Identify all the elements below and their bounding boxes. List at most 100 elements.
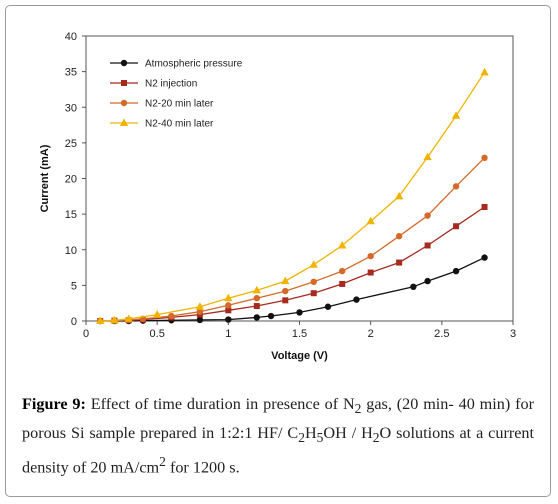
data-point [310,290,317,297]
figure-caption: Figure 9: Effect of time duration in pre… [22,392,534,480]
data-point [480,67,489,76]
data-point [424,242,431,249]
legend-label: Atmospheric pressure [145,59,243,70]
data-point [196,308,204,315]
y-tick-label: 10 [65,245,77,257]
data-point [396,259,403,266]
legend-marker [120,59,128,67]
data-point [452,183,460,190]
y-tick-label: 35 [65,67,77,79]
legend-marker [119,118,129,126]
legend-label: N2-20 min later [145,99,214,110]
data-point [353,296,360,303]
data-point [481,254,488,261]
legend-item-4: N2-40 min later [110,118,214,130]
caption-text-3: H [304,424,317,443]
caption-sub-3: 5 [316,430,324,446]
data-point [338,240,347,249]
data-point [224,293,233,302]
caption-text-1: Effect of time duration in presence of N [85,395,355,413]
data-point [452,267,460,275]
figure-frame [5,5,551,497]
legend-item-3: N2-20 min later [110,99,214,110]
data-point [96,316,105,324]
y-tick-label: 0 [71,316,77,328]
data-point [195,302,205,310]
x-tick-label: 2 [368,328,374,340]
data-point [424,277,431,285]
legend-marker [120,99,128,107]
caption-text-5: O solutions at a current density of 20 m… [22,424,534,477]
data-point [310,278,317,286]
data-point [282,297,289,304]
data-point [253,314,260,321]
figure-label: Figure 9: [22,395,86,413]
data-point [367,269,374,276]
y-tick-label: 40 [65,31,77,43]
legend-item-1: Atmospheric pressure [110,59,243,70]
x-tick-label: 0 [83,328,89,340]
x-tick-label: 0.5 [150,328,165,340]
data-point [225,307,232,314]
data-point [424,212,431,219]
y-tick-label: 20 [65,174,77,186]
legend-label: N2-40 min later [145,119,214,130]
data-point [451,111,461,119]
caption-sub-1: 2 [354,401,362,417]
caption-sub-4: 2 [372,430,380,446]
data-point [339,280,346,287]
chart-series [96,67,489,325]
data-point [481,154,488,162]
data-point [282,287,289,295]
y-tick-label: 15 [65,209,77,221]
data-point [225,316,232,323]
data-point [110,315,119,324]
data-point [296,309,303,316]
data-point [196,316,204,324]
data-point [168,312,175,320]
data-point [366,216,375,225]
x-axis-title: Voltage (V) [271,350,328,362]
legend-item-2: N2 injection [110,79,197,90]
caption-sup-1: 2 [159,454,166,470]
data-point [410,283,417,290]
series-2 [97,204,488,324]
data-point [395,233,403,240]
data-point [225,302,232,309]
caption-text-6: for 1200 s. [165,458,240,477]
y-tick-label: 30 [65,102,77,114]
data-point [253,295,260,302]
data-point [481,204,488,210]
series-4 [96,67,489,324]
x-tick-label: 3 [510,328,516,340]
series-line [100,257,485,322]
data-point [124,314,133,322]
legend-label: N2 injection [145,79,197,90]
data-point [252,285,261,294]
caption-text-4: OH / H [323,424,373,443]
x-tick-label: 2.5 [434,328,449,340]
data-point [394,191,404,200]
data-point [453,223,460,230]
caption-text-2: gas, (20 min- 40 min) for porous Si samp… [22,395,534,443]
series-line [100,206,485,322]
data-point [339,267,346,275]
data-point [253,303,260,310]
x-tick-label: 1 [225,328,231,340]
series-line [100,157,485,322]
data-point [309,260,318,268]
data-point [152,310,162,318]
data-point [281,276,290,285]
y-tick-label: 5 [71,280,77,292]
y-axis-title: Current (mA) [39,144,51,212]
data-point [267,312,275,320]
data-point [367,252,374,260]
series-3 [97,154,488,325]
data-point [423,152,432,161]
chart-legend: Atmospheric pressure N2 injection N2-20 mi… [110,59,243,130]
caption-sub-2: 2 [298,430,305,446]
data-point [324,303,332,310]
legend-marker [121,80,127,86]
